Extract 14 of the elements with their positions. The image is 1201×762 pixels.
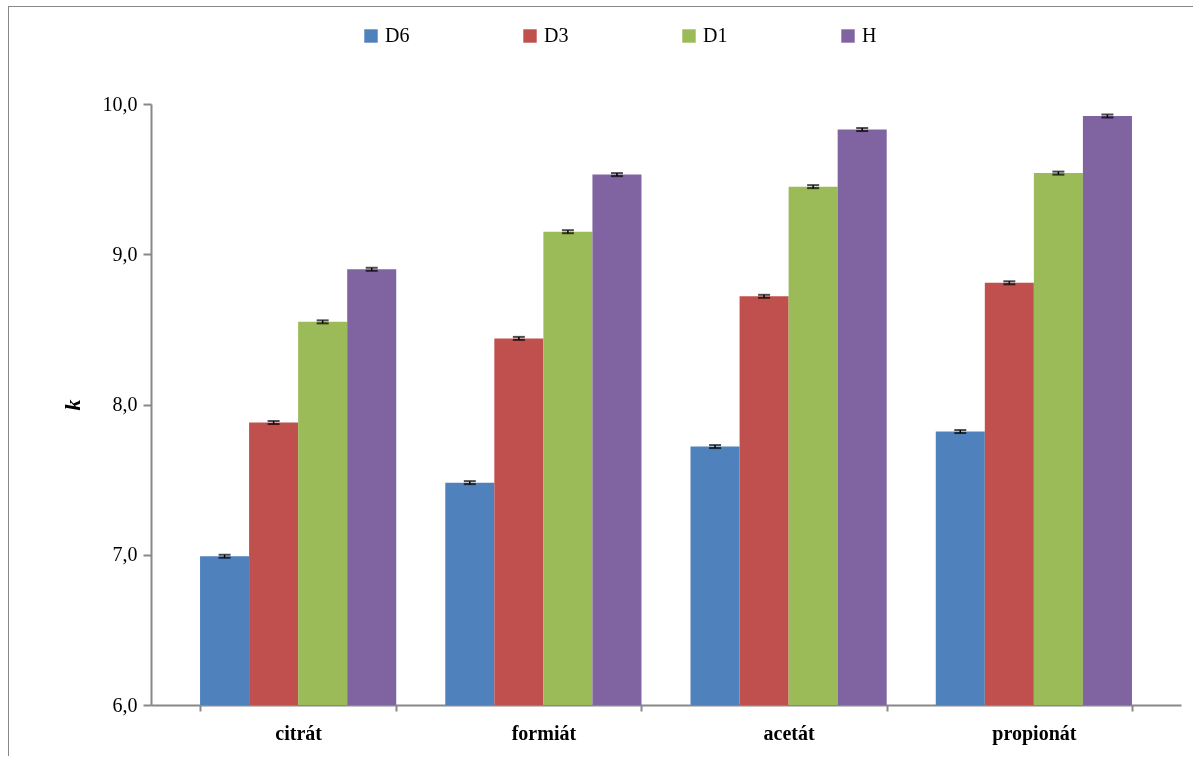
y-axis-title: k: [59, 399, 85, 411]
x-tick-label: acetát: [763, 721, 815, 744]
y-tick-label: 10,0: [102, 92, 138, 115]
legend-label: H: [862, 24, 877, 46]
y-tick-label: 7,0: [112, 543, 138, 566]
x-tick-label: propionát: [992, 721, 1077, 745]
legend-label: D1: [703, 24, 728, 46]
legend-label: D3: [544, 24, 569, 46]
legend-label: D6: [385, 24, 410, 46]
y-tick-label: 9,0: [112, 242, 138, 265]
x-tick-label: formiát: [511, 721, 577, 744]
x-tick-label: citrát: [275, 721, 323, 744]
y-tick-label: 8,0: [112, 393, 138, 415]
y-tick-label: 6,0: [112, 693, 138, 716]
